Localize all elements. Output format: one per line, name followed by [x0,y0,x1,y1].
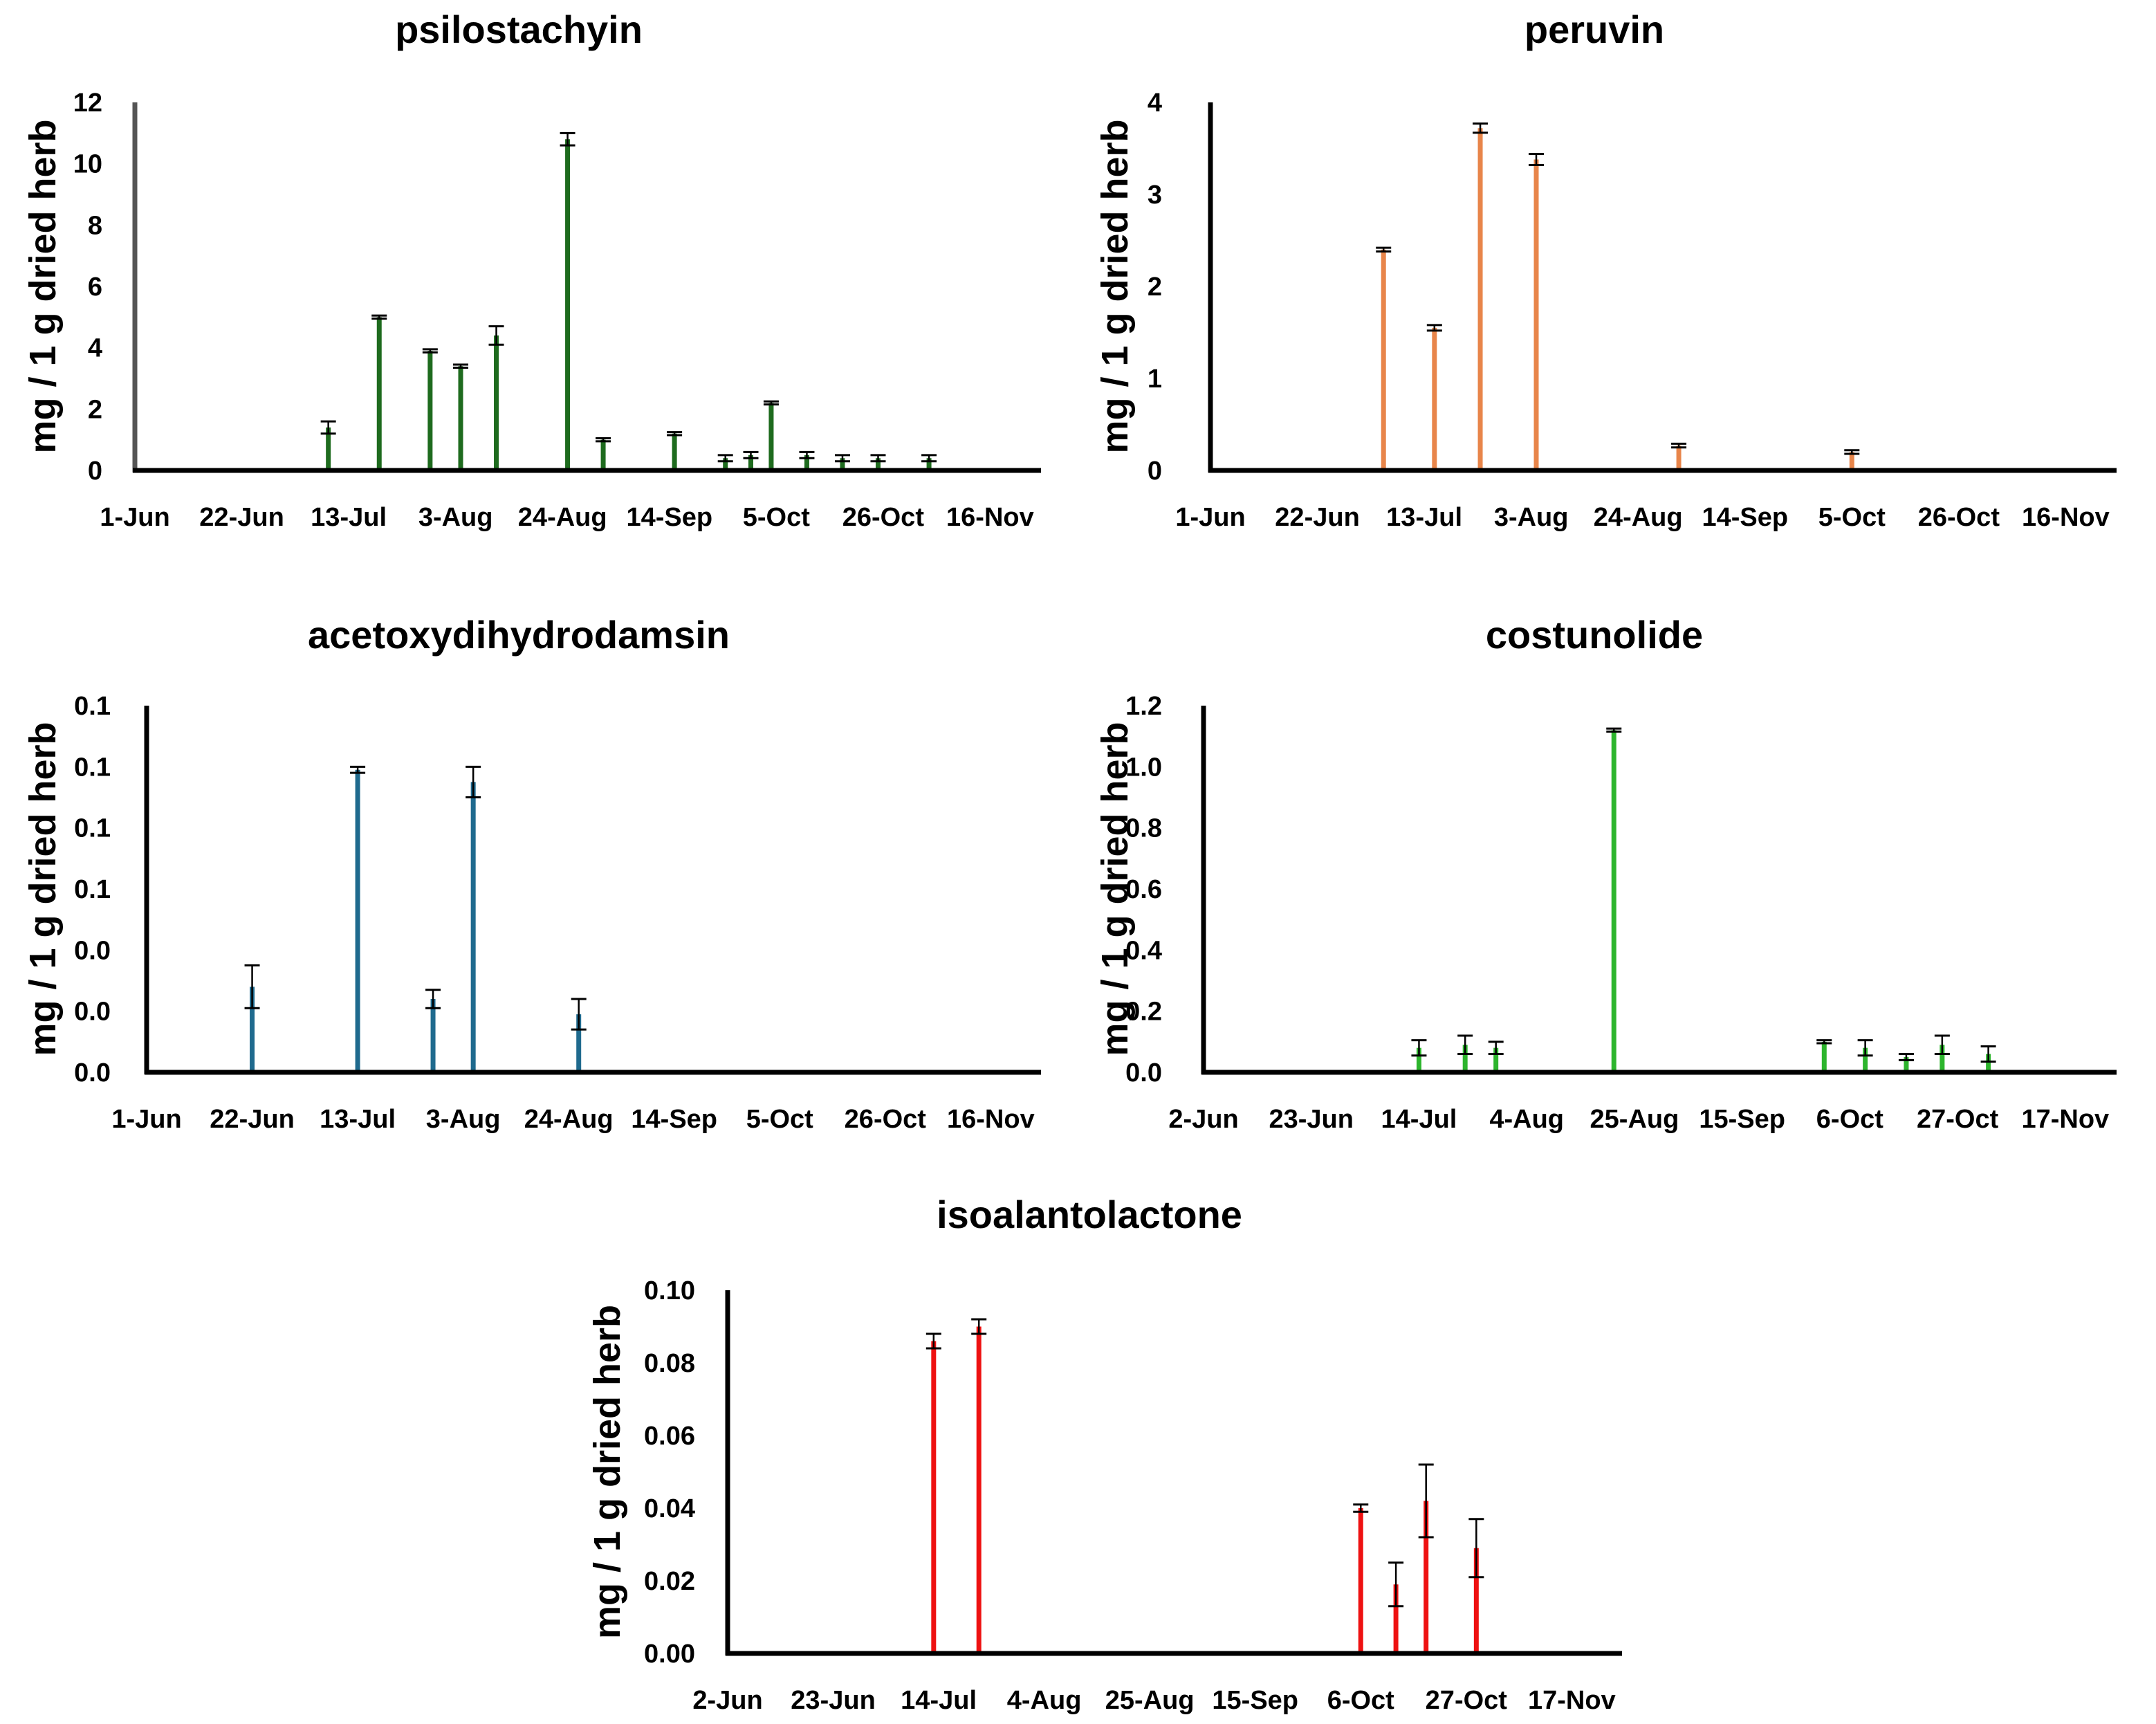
y-tick-label: 0.6 [1125,875,1162,904]
y-tick-label: 8 [88,211,102,240]
x-tick-label: 2-Jun [692,1686,762,1715]
y-tick-label: 1 [1148,365,1162,394]
chart-title: acetoxydihydrodamsin [308,613,730,657]
x-tick-label: 14-Jul [1381,1105,1457,1134]
y-tick-label: 0.0 [1125,1058,1162,1088]
chart-peruvin: peruvin mg / 1 g dried herb 0 1 2 3 4 1-Jun 22-J… [1094,8,2117,532]
x-tick-label: 5-Oct [743,503,810,532]
y-tick-label: 0.1 [74,692,111,721]
x-tick-label: 14-Sep [626,503,712,532]
y-tick-label: 4 [88,334,102,363]
x-tick-label: 5-Oct [1818,503,1886,532]
y-tick-label: 0.08 [644,1349,695,1378]
x-tick-label: 14-Sep [1702,503,1788,532]
x-tick-label: 4-Aug [1489,1105,1564,1134]
x-tick-label: 24-Aug [1594,503,1683,532]
y-axis-label: mg / 1 g dried herb [1094,119,1136,453]
chart-acetoxydihydrodamsin: acetoxydihydrodamsin mg / 1 g dried herb 0… [22,613,1041,1134]
x-tick-label: 6-Oct [1327,1686,1394,1715]
chart-title: psilostachyin [395,8,643,51]
x-tick-label: 13-Jul [320,1105,396,1134]
chart-isoalantolactone: isoalantolactone mg / 1 g dried herb 0.00 0… [587,1193,1622,1715]
y-tick-label: 0.0 [74,936,111,965]
y-tick-label: 0.1 [74,753,111,782]
x-tick-label: 4-Aug [1007,1686,1082,1715]
chart-psilostachyin: psilostachyin mg / 1 g dried herb 0 2 4 6 8 10 1… [22,8,1041,532]
y-tick-label: 0.1 [74,875,111,904]
x-tick-label: 14-Sep [631,1105,717,1134]
x-tick-label: 15-Sep [1699,1105,1785,1134]
y-tick-label: 1.0 [1125,753,1162,782]
y-tick-label: 0.00 [644,1640,695,1669]
x-tick-label: 16-Nov [946,503,1034,532]
y-tick-label: 0.8 [1125,814,1162,843]
x-tick-label: 22-Jun [210,1105,294,1134]
y-tick-label: 0.06 [644,1422,695,1451]
chart-title: isoalantolactone [937,1193,1242,1236]
y-tick-label: 3 [1148,181,1162,210]
y-tick-label: 12 [73,89,102,118]
y-tick-label: 0.0 [74,998,111,1027]
y-tick-label: 6 [88,273,102,302]
x-tick-label: 3-Aug [426,1105,501,1134]
y-axis-label: mg / 1 g dried herb [1094,722,1136,1056]
x-tick-label: 27-Oct [1426,1686,1508,1715]
x-tick-label: 2-Jun [1168,1105,1238,1134]
y-axis-label: mg / 1 g dried herb [587,1305,628,1639]
y-tick-label: 0.1 [74,814,111,843]
x-tick-label: 26-Oct [842,503,925,532]
x-tick-label: 25-Aug [1105,1686,1195,1715]
y-axis-label: mg / 1 g dried herb [22,722,64,1056]
x-tick-label: 24-Aug [518,503,607,532]
x-tick-label: 15-Sep [1212,1686,1298,1715]
x-tick-label: 1-Jun [111,1105,181,1134]
x-tick-label: 3-Aug [1494,503,1569,532]
x-tick-label: 24-Aug [524,1105,614,1134]
y-tick-label: 10 [73,150,102,179]
y-tick-label: 1.2 [1125,692,1162,721]
y-tick-label: 2 [1148,273,1162,302]
x-tick-label: 16-Nov [947,1105,1035,1134]
x-tick-label: 13-Jul [311,503,387,532]
x-tick-label: 23-Jun [1269,1105,1353,1134]
y-tick-label: 0.02 [644,1567,695,1596]
x-tick-label: 26-Oct [845,1105,927,1134]
x-tick-label: 1-Jun [1175,503,1245,532]
x-tick-label: 22-Jun [1275,503,1359,532]
x-tick-label: 27-Oct [1917,1105,1999,1134]
y-tick-label: 4 [1148,89,1162,118]
x-tick-label: 25-Aug [1590,1105,1679,1134]
chart-title: costunolide [1486,613,1703,657]
y-tick-label: 0.0 [74,1058,111,1088]
y-tick-label: 2 [88,395,102,424]
y-tick-label: 0 [1148,457,1162,486]
y-tick-label: 0.4 [1125,936,1162,965]
x-tick-label: 1-Jun [100,503,169,532]
chart-title: peruvin [1524,8,1664,51]
x-tick-label: 17-Nov [2021,1105,2109,1134]
x-tick-label: 5-Oct [746,1105,813,1134]
x-tick-label: 17-Nov [1528,1686,1616,1715]
y-tick-label: 0.2 [1125,998,1162,1027]
x-tick-label: 6-Oct [1816,1105,1883,1134]
x-tick-label: 16-Nov [2022,503,2110,532]
x-tick-label: 26-Oct [1918,503,2000,532]
x-tick-label: 3-Aug [418,503,493,532]
x-tick-label: 14-Jul [901,1686,977,1715]
x-tick-label: 13-Jul [1386,503,1462,532]
x-tick-label: 22-Jun [199,503,284,532]
y-tick-label: 0.04 [644,1494,695,1523]
y-tick-label: 0 [88,457,102,486]
y-axis-label: mg / 1 g dried herb [22,119,64,453]
y-tick-label: 0.10 [644,1276,695,1305]
x-tick-label: 23-Jun [791,1686,875,1715]
